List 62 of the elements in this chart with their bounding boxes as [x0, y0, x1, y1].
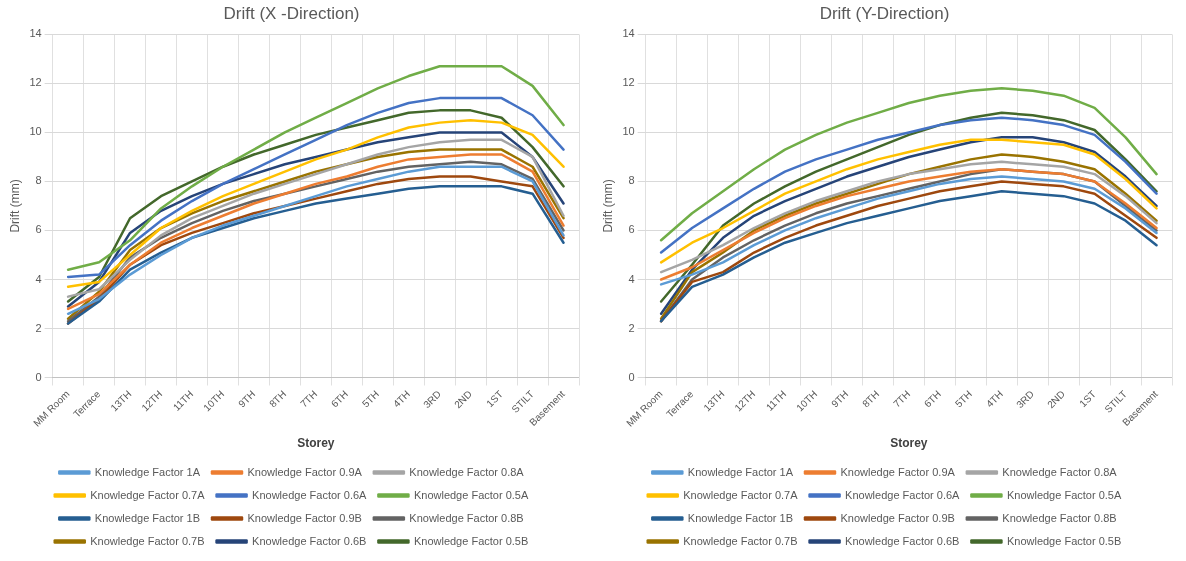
x-tick-label: 6TH	[328, 388, 351, 410]
y-tick-label: 4	[35, 272, 42, 285]
legend-label: Knowledge Factor 0.8B	[409, 511, 524, 524]
y-tick-label: 6	[628, 223, 635, 236]
x-tick-label: 5TH	[359, 388, 382, 410]
legend-label: Knowledge Factor 0.7A	[683, 488, 799, 501]
legend-label: Knowledge Factor 0.9B	[840, 511, 955, 524]
x-axis-title: Storey	[890, 436, 928, 451]
legend-label: Knowledge Factor 1A	[94, 465, 201, 478]
legend-label: Knowledge Factor 0.5B	[1006, 534, 1122, 547]
x-tick-label: 3RD	[1014, 388, 1037, 411]
legend-label: Knowledge Factor 0.5A	[413, 488, 529, 501]
legend-label: Knowledge Factor 0.5B	[413, 534, 529, 547]
legend-label: Knowledge Factor 0.9A	[247, 465, 363, 478]
legend-label: Knowledge Factor 0.6A	[252, 488, 368, 501]
x-tick-label: 9TH	[829, 388, 851, 410]
y-axis-title: Drift (mm)	[600, 179, 615, 233]
legend-label: Knowledge Factor 0.5A	[1006, 488, 1122, 501]
x-tick-label: 6TH	[921, 388, 944, 410]
legend-label: Knowledge Factor 0.7B	[90, 534, 205, 547]
y-tick-label: 2	[628, 321, 635, 334]
x-tick-label: 8TH	[860, 388, 882, 410]
x-tick-label: 4TH	[390, 388, 413, 410]
y-axis-title: Drift (mm)	[7, 179, 22, 233]
legend-label: Knowledge Factor 0.6B	[252, 534, 367, 547]
y-tick-label: 14	[622, 27, 635, 40]
y-tick-label: 12	[29, 76, 42, 89]
y-tick-label: 8	[628, 174, 635, 187]
legend-label: Knowledge Factor 1A	[687, 465, 794, 478]
legend-label: Knowledge Factor 0.9A	[840, 465, 956, 478]
legend-label: Knowledge Factor 0.8B	[1002, 511, 1117, 524]
legend-label: Knowledge Factor 1B	[94, 511, 200, 524]
x-tick-label: 4TH	[983, 388, 1006, 410]
x-tick-label: 1ST	[1077, 388, 1098, 410]
x-tick-label: 1ST	[484, 388, 505, 410]
legend-label: Knowledge Factor 0.8A	[409, 465, 525, 478]
legend-label: Knowledge Factor 0.8A	[1002, 465, 1118, 478]
y-tick-label: 8	[35, 174, 42, 187]
chart-title: Drift (X -Direction)	[223, 3, 360, 23]
x-tick-label: 8TH	[267, 388, 289, 410]
chart-title: Drift (Y-Direction)	[819, 3, 950, 23]
x-tick-label: 3RD	[421, 388, 444, 411]
y-tick-label: 4	[628, 272, 635, 285]
legend-label: Knowledge Factor 0.6A	[845, 488, 961, 501]
legend-label: Knowledge Factor 0.9B	[247, 511, 362, 524]
legend-label: Knowledge Factor 0.7B	[683, 534, 798, 547]
y-tick-label: 0	[35, 370, 42, 383]
y-tick-label: 10	[29, 125, 42, 138]
y-tick-label: 2	[35, 321, 42, 334]
y-tick-label: 10	[622, 125, 635, 138]
x-tick-label: 5TH	[952, 388, 975, 410]
x-axis-title: Storey	[297, 436, 335, 451]
y-tick-label: 12	[622, 76, 635, 89]
y-tick-label: 6	[35, 223, 42, 236]
x-tick-label: 9TH	[236, 388, 258, 410]
y-tick-label: 14	[29, 27, 42, 40]
legend-label: Knowledge Factor 0.7A	[90, 488, 206, 501]
legend-label: Knowledge Factor 0.6B	[845, 534, 960, 547]
x-tick-label: 7TH	[298, 388, 320, 410]
y-tick-label: 0	[628, 370, 635, 383]
legend-label: Knowledge Factor 1B	[687, 511, 793, 524]
x-tick-label: 7TH	[891, 388, 913, 410]
